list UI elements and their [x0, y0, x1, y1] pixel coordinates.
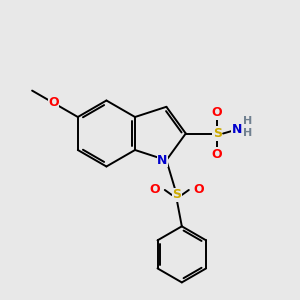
Text: O: O	[48, 97, 59, 110]
Text: O: O	[212, 148, 222, 161]
Text: H: H	[242, 128, 252, 139]
Text: S: S	[172, 188, 181, 202]
Text: O: O	[194, 184, 204, 196]
Text: O: O	[212, 106, 222, 119]
Text: O: O	[149, 184, 160, 196]
Text: S: S	[213, 127, 222, 140]
Text: N: N	[157, 154, 168, 167]
Text: N: N	[232, 123, 242, 136]
Text: H: H	[242, 116, 252, 127]
